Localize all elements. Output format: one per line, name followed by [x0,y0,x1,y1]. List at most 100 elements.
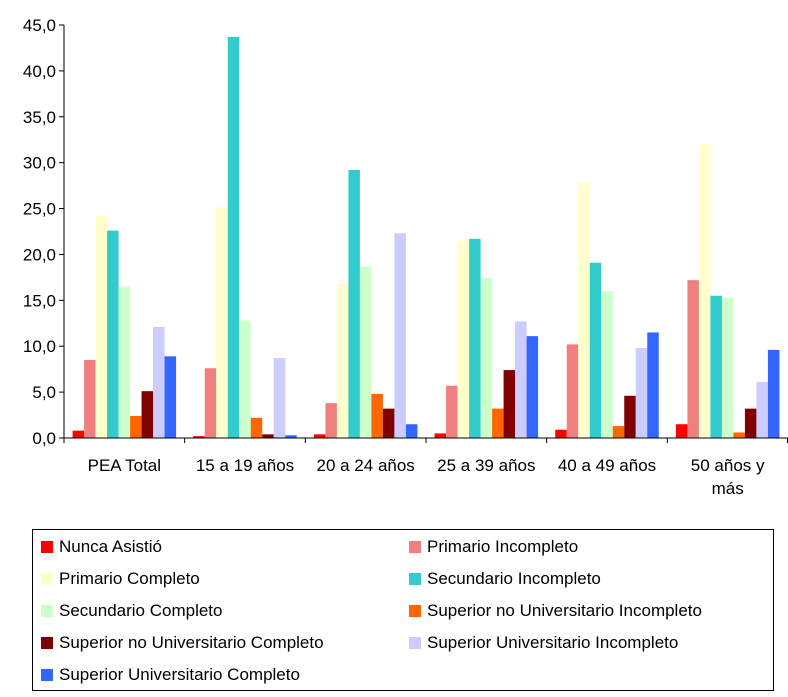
bar [446,385,458,438]
bar [239,320,251,438]
y-axis: 0,0 5,0 10,0 15,0 20,0 25,0 30,0 35,0 40,0 45,0 [23,16,65,448]
bar [394,233,406,438]
y-tick-label: 0,0 [32,429,56,448]
legend-swatch [41,605,53,617]
bar [405,424,418,438]
bar-chart: 0,0 5,0 10,0 15,0 20,0 25,0 30,0 35,0 40,0 45,0 P… [23,16,788,498]
bar [359,266,372,438]
bar [348,170,360,438]
x-tick-label: PEA Total [88,456,161,475]
bar [153,326,165,438]
legend-label: Secundario Completo [59,601,223,620]
bar [469,238,481,438]
bar [635,348,648,438]
bar [612,426,625,438]
bar [325,403,337,438]
legend-swatch [409,637,421,649]
legend-label: Superior no Universitario Completo [59,633,324,652]
bar [84,359,96,438]
bar [141,391,154,438]
legend-label: Superior Universitario Completo [59,665,300,684]
y-tick-label: 5,0 [32,383,56,402]
legend-label: Superior Universitario Incompleto [427,633,679,652]
bar [710,295,722,438]
bar [336,283,349,438]
bar [480,278,493,438]
bar [107,230,119,438]
legend-item: Superior Universitario Completo [41,660,300,690]
legend-swatch [41,637,53,649]
bar [515,321,527,438]
legend-label: Nunca Asistió [59,537,162,556]
legend-label: Superior no Universitario Incompleto [427,601,702,620]
bar [647,332,659,438]
legend-item: Primario Completo [41,564,200,594]
bar [675,424,688,438]
legend-swatch [41,541,53,553]
x-tick-label: 25 a 39 años [437,456,535,475]
bar [204,368,217,438]
x-tick-label: 15 a 19 años [196,456,294,475]
bar [285,435,297,438]
y-tick-label: 25,0 [23,200,56,219]
bar [193,436,205,438]
bar [589,262,602,438]
x-axis: PEA Total 15 a 19 años 20 a 24 años 25 a 39… [63,437,788,498]
bar [227,36,240,439]
bar [95,215,108,438]
bar [118,286,131,438]
y-tick-label: 45,0 [23,16,56,35]
bar [250,417,263,438]
x-tick-label: 20 a 24 años [317,456,415,475]
y-tick-label: 20,0 [23,245,56,264]
bar [698,144,711,438]
legend-item: Primario Incompleto [409,532,578,562]
y-tick-label: 30,0 [23,154,56,173]
bar [503,370,516,438]
y-tick-label: 35,0 [23,108,56,127]
bar [721,297,734,438]
bar [624,395,636,438]
bar [687,280,699,438]
bar [601,291,613,438]
y-tick-label: 40,0 [23,62,56,81]
legend-label: Primario Incompleto [427,537,579,556]
bar [733,432,745,438]
bars [72,36,780,439]
bar [744,408,757,438]
legend: Nunca Asistió Primario Incompleto Primario… [32,529,774,691]
bar [262,434,274,438]
bar [382,408,395,438]
x-tick-label: 40 a 49 años [558,456,656,475]
legend-swatch [409,605,421,617]
legend-label: Secundario Incompleto [427,569,601,588]
bar [72,430,85,438]
bar [555,429,567,438]
legend-label: Primario Completo [59,569,200,588]
bar [457,240,470,438]
bar [756,382,768,438]
bar [526,336,539,438]
bar [434,433,447,438]
bar [164,356,177,438]
bar [273,358,286,438]
legend-item: Superior Universitario Incompleto [409,628,678,658]
y-tick-label: 10,0 [23,337,56,356]
legend-item: Secundario Incompleto [409,564,601,594]
legend-item: Superior no Universitario Incompleto [409,596,702,626]
legend-swatch [41,573,53,585]
bar [566,344,579,438]
bar [767,349,780,438]
bar [371,393,383,438]
legend-item: Superior no Universitario Completo [41,628,324,658]
bar [578,181,590,438]
bar [216,206,228,438]
x-tick-label: 50 años y más [691,456,765,498]
y-tick-label: 15,0 [23,291,56,310]
bar [130,415,142,438]
legend-item: Secundario Completo [41,596,222,626]
legend-swatch [409,541,421,553]
bar [313,434,326,438]
legend-swatch [409,573,421,585]
legend-item: Nunca Asistió [41,532,162,562]
